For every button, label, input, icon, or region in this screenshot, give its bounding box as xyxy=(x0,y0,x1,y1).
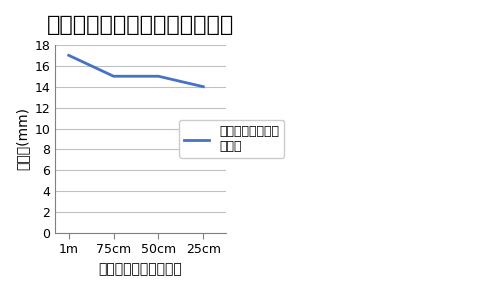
Title: 道幅の正解値との差分の平均値: 道幅の正解値との差分の平均値 xyxy=(47,15,234,35)
Legend: 正解値との差分の
平均値: 正解値との差分の 平均値 xyxy=(179,120,284,158)
X-axis label: 障害物を検出する距離: 障害物を検出する距離 xyxy=(99,262,183,276)
Y-axis label: 平均値(mm): 平均値(mm) xyxy=(15,107,29,171)
